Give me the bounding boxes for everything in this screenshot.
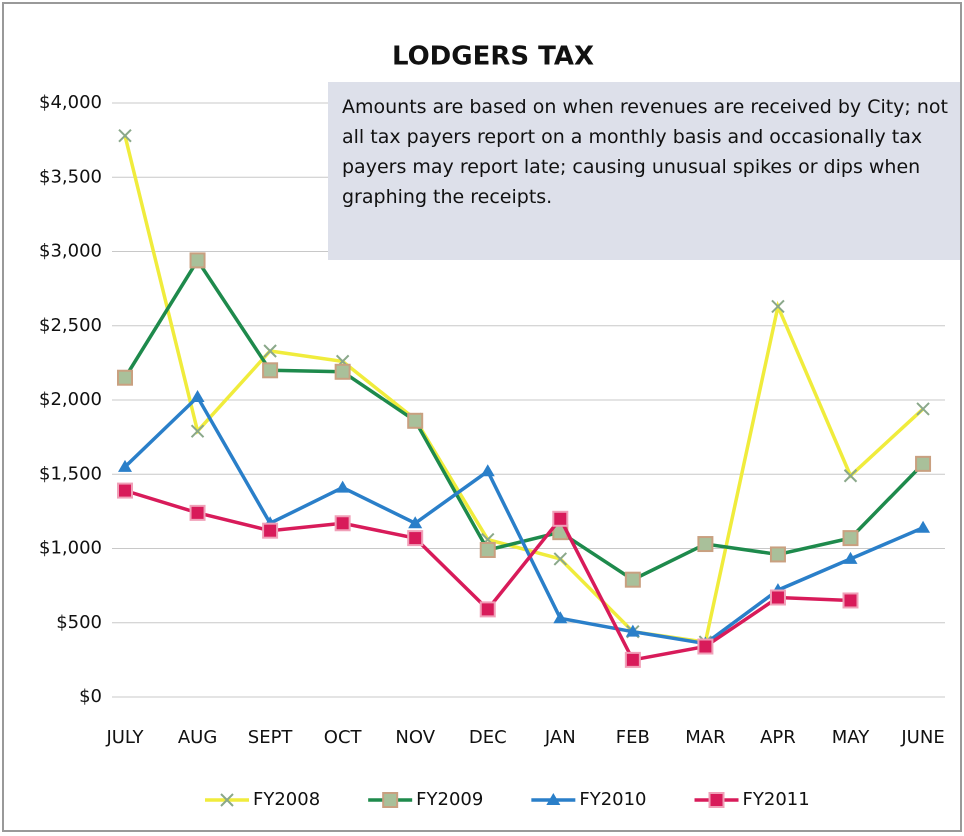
x-tick-label: APR: [760, 727, 796, 748]
marker: [407, 412, 424, 429]
y-tick-label: $1,000: [39, 538, 102, 559]
marker: [771, 299, 785, 314]
marker: [479, 601, 496, 618]
x-tick-label: AUG: [178, 727, 217, 748]
chart-title: LODGERS TAX: [392, 42, 594, 72]
marker: [697, 536, 714, 553]
marker: [220, 793, 234, 807]
legend-item: FY2011: [694, 789, 810, 810]
legend-label: FY2009: [416, 789, 483, 810]
marker: [916, 520, 931, 533]
y-tick-label: $1,500: [39, 463, 102, 484]
marker: [263, 344, 277, 358]
marker: [382, 792, 399, 808]
x-tick-label: JULY: [105, 727, 144, 748]
y-tick-label: $0: [79, 686, 102, 707]
legend-item: FY2010: [531, 789, 647, 810]
marker: [190, 390, 205, 403]
marker: [842, 530, 859, 547]
marker: [624, 571, 641, 588]
x-tick-label: DEC: [469, 727, 507, 748]
x-tick-label: MAR: [685, 727, 725, 748]
legend-label: FY2008: [253, 789, 320, 810]
marker: [189, 252, 206, 269]
marker: [553, 552, 568, 566]
marker: [262, 362, 279, 379]
legend-label: FY2011: [743, 789, 810, 810]
marker: [117, 369, 133, 386]
marker: [262, 522, 279, 539]
marker: [334, 515, 351, 532]
y-tick-label: $3,500: [39, 166, 102, 187]
marker: [625, 624, 640, 637]
marker: [843, 469, 858, 483]
marker: [769, 589, 786, 606]
series-line: [123, 394, 924, 646]
x-tick-label: SEPT: [248, 727, 294, 748]
x-tick-label: MAY: [832, 727, 870, 748]
marker: [118, 128, 132, 143]
x-tick-label: FEB: [616, 727, 650, 748]
y-tick-label: $500: [56, 612, 102, 633]
marker: [118, 459, 132, 472]
x-tick-label: JAN: [544, 727, 576, 748]
marker: [335, 480, 350, 493]
legend-item: FY2009: [368, 789, 483, 810]
marker: [843, 551, 858, 564]
marker: [708, 792, 725, 808]
marker: [334, 363, 351, 380]
marker: [842, 592, 859, 609]
marker: [408, 516, 423, 529]
marker: [480, 464, 495, 477]
y-tick-label: $3,000: [39, 241, 102, 262]
y-tick-label: $4,000: [39, 92, 102, 113]
y-tick-label: $2,000: [39, 389, 102, 410]
marker: [479, 541, 496, 558]
x-tick-label: NOV: [395, 727, 435, 748]
marker: [553, 611, 568, 624]
marker: [189, 504, 206, 521]
marker: [552, 510, 569, 527]
marker: [407, 530, 424, 547]
marker: [546, 793, 561, 805]
x-tick-label: OCT: [324, 727, 363, 748]
y-tick-label: $2,500: [39, 315, 102, 336]
marker: [190, 424, 205, 438]
marker: [117, 482, 133, 499]
marker: [697, 638, 714, 655]
marker: [915, 455, 932, 472]
x-tick-label: JUNE: [900, 727, 944, 748]
legend-label: FY2010: [579, 789, 646, 810]
marker: [624, 651, 641, 668]
annotation: Amounts are based on when revenues are r…: [328, 82, 960, 260]
series-line: [123, 135, 925, 645]
marker: [769, 546, 786, 563]
marker: [916, 402, 930, 416]
legend-item: FY2008: [205, 789, 320, 810]
